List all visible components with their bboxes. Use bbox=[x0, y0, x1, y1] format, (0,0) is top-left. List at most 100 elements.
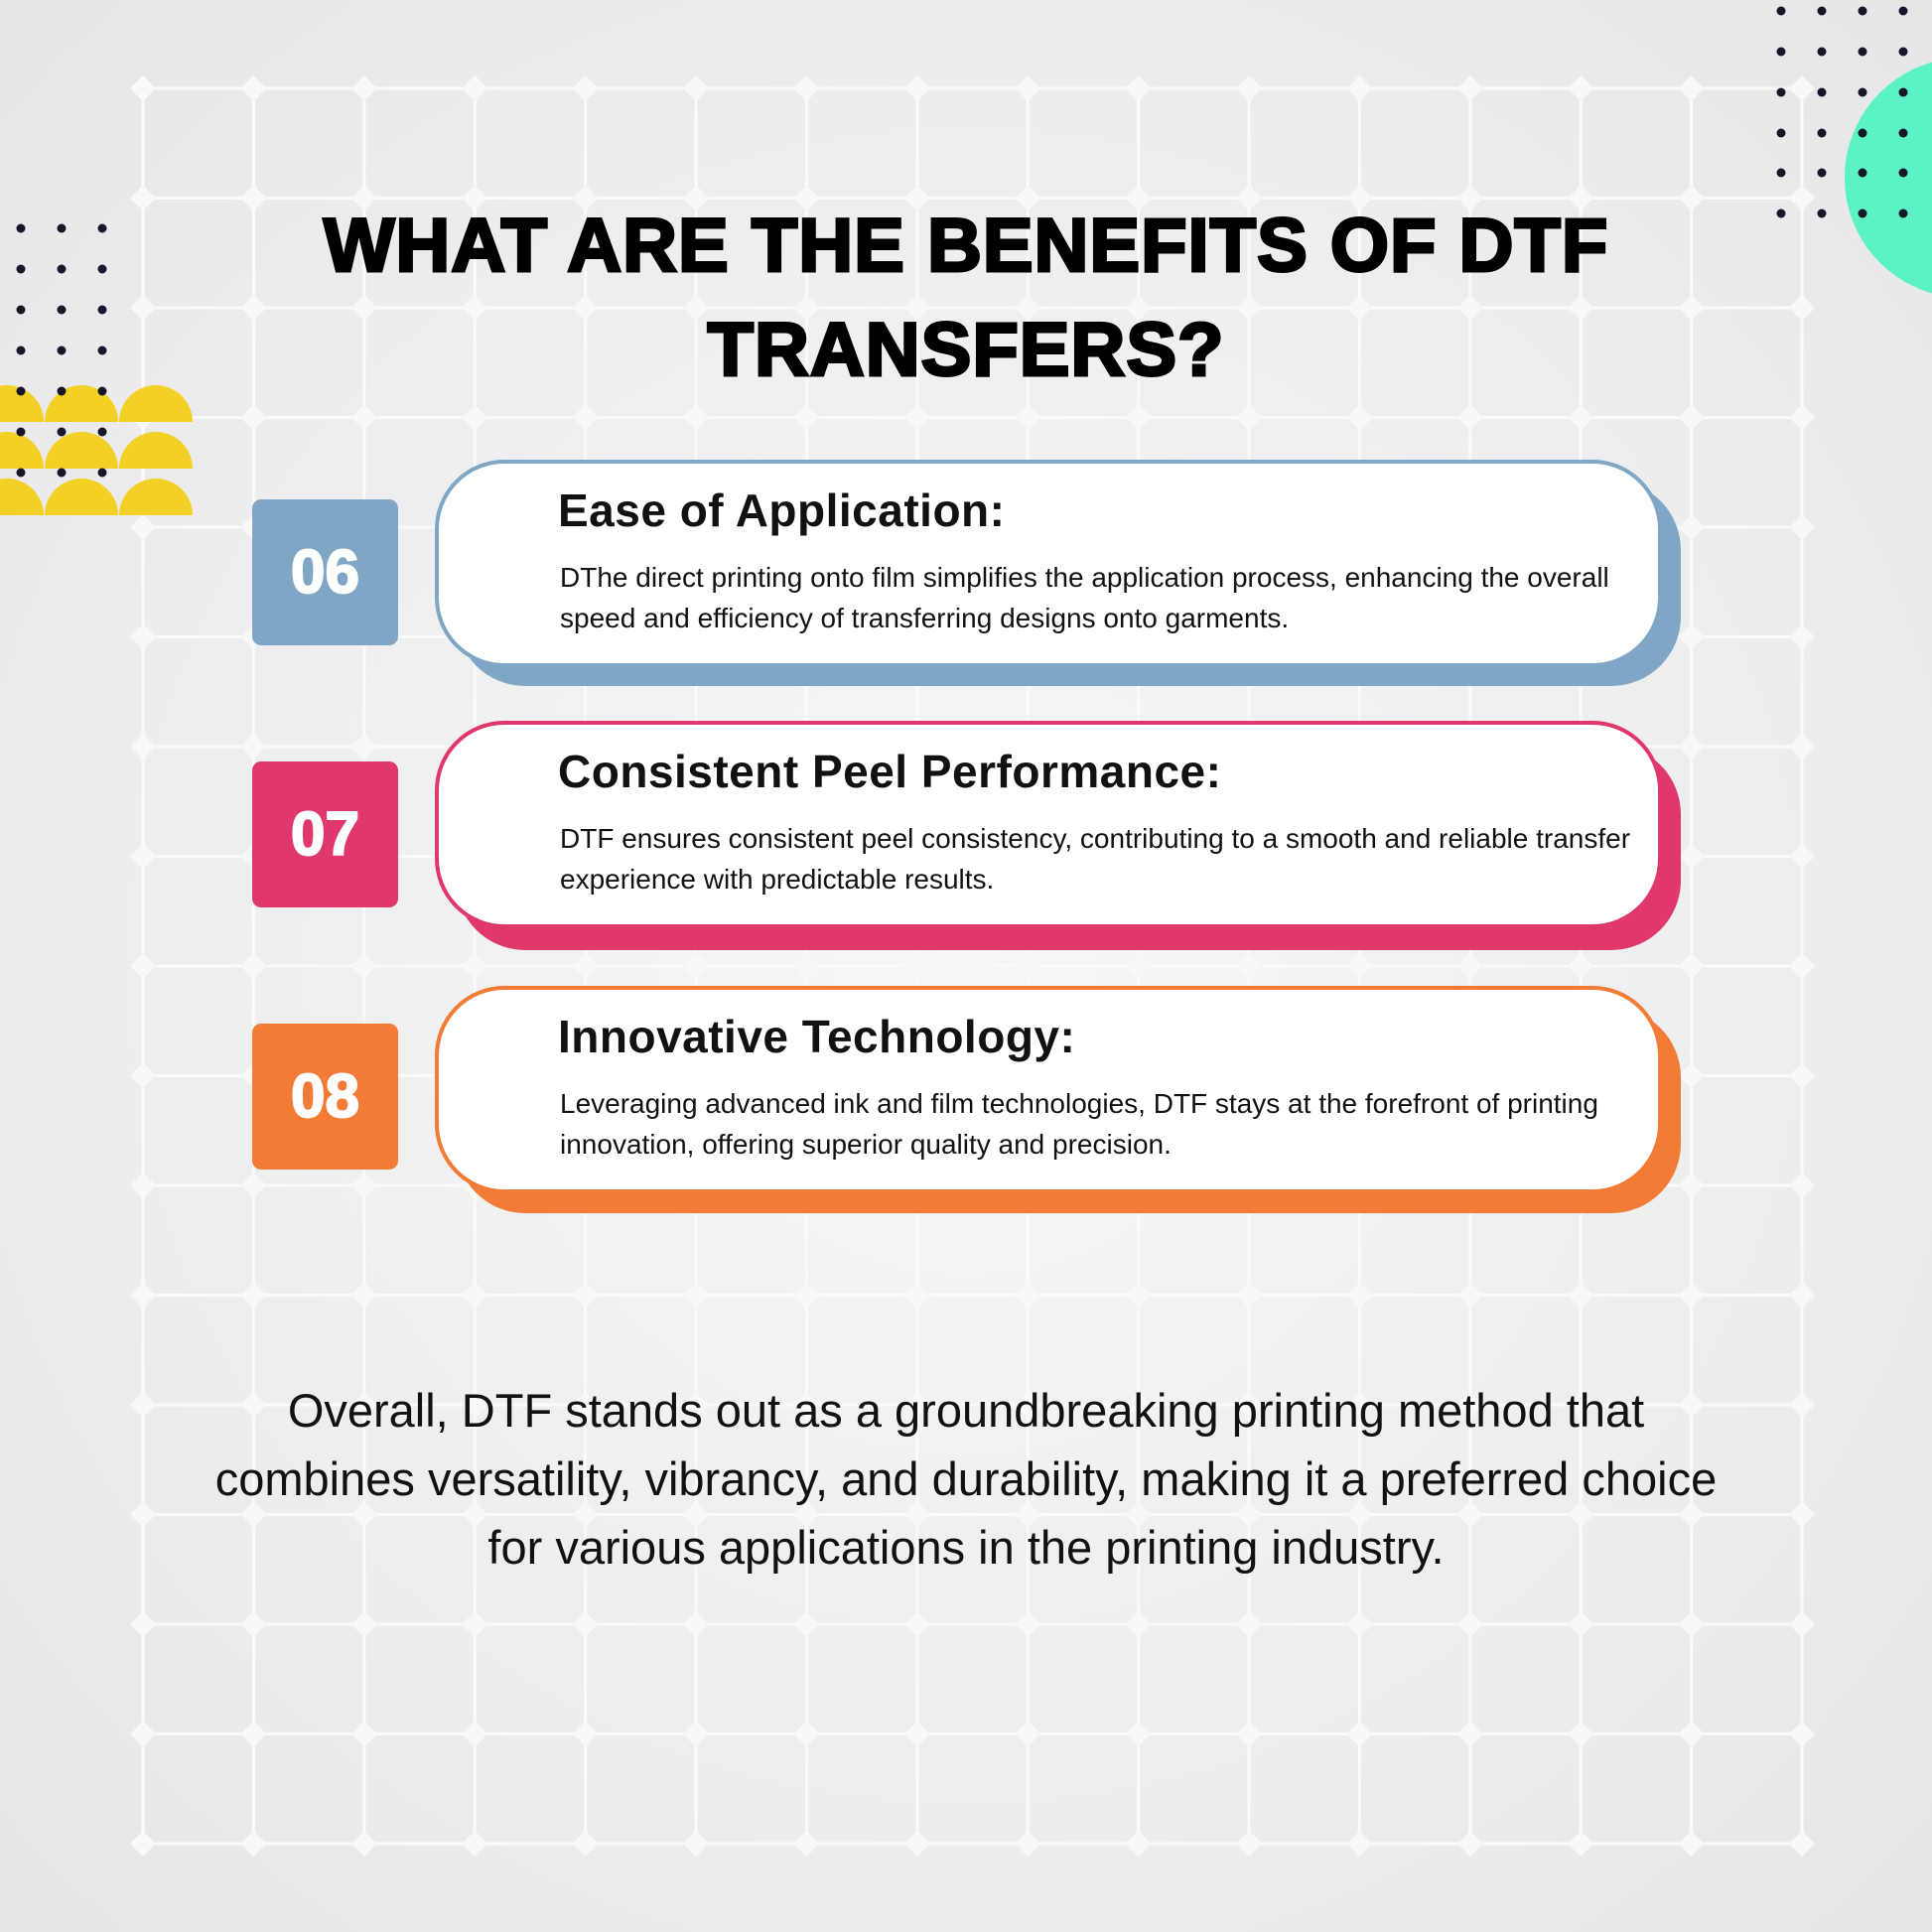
grid-diamond bbox=[1568, 1611, 1594, 1637]
grid-diamond bbox=[1678, 185, 1705, 211]
dot bbox=[1898, 168, 1908, 178]
grid-diamond bbox=[1125, 75, 1152, 101]
grid-diamond bbox=[1346, 1831, 1373, 1857]
benefit-heading: Ease of Application: bbox=[558, 484, 1006, 536]
grid-diamond bbox=[1456, 953, 1483, 979]
dot bbox=[97, 468, 107, 478]
grid-diamond bbox=[130, 514, 156, 540]
grid-diamond bbox=[1678, 843, 1705, 870]
grid-diamond bbox=[462, 75, 488, 101]
number-badge-07: 07 bbox=[252, 761, 398, 907]
grid-diamond bbox=[130, 1831, 156, 1857]
grid-diamond bbox=[1236, 1282, 1262, 1309]
grid-diamond bbox=[793, 185, 820, 211]
benefit-text: DTF ensures consistent peel consistency,… bbox=[560, 823, 1631, 895]
grid-diamond bbox=[1678, 734, 1705, 759]
grid-diamond bbox=[1678, 1831, 1705, 1857]
grid-diamond bbox=[1678, 1392, 1705, 1418]
grid-diamond bbox=[130, 1611, 156, 1637]
grid-diamond bbox=[350, 1831, 377, 1857]
grid-diamond bbox=[1789, 1831, 1815, 1857]
grid-diamond bbox=[130, 1501, 156, 1528]
grid-diamond bbox=[1568, 1501, 1594, 1528]
dot bbox=[1898, 208, 1908, 218]
yellow-semicircle bbox=[0, 432, 44, 469]
grid-diamond bbox=[903, 75, 930, 101]
dot bbox=[97, 345, 107, 355]
grid-diamond bbox=[1678, 295, 1705, 321]
grid-diamond bbox=[462, 1392, 488, 1418]
grid-diamond bbox=[572, 1501, 599, 1528]
grid-diamond bbox=[462, 1831, 488, 1857]
dot bbox=[57, 386, 67, 396]
grid-diamond bbox=[1789, 514, 1815, 540]
title-line-2: TRANSFERS? bbox=[706, 307, 1225, 394]
grid-diamond bbox=[1236, 1501, 1262, 1528]
grid-diamond bbox=[572, 1611, 599, 1637]
dot bbox=[1898, 128, 1908, 138]
grid-diamond bbox=[1568, 1831, 1594, 1857]
dot bbox=[57, 427, 67, 437]
grid-diamond bbox=[462, 1282, 488, 1309]
grid-diamond bbox=[1346, 404, 1373, 431]
grid-diamond bbox=[683, 404, 709, 431]
grid-diamond bbox=[240, 1282, 267, 1309]
grid-diamond bbox=[1236, 1831, 1262, 1857]
dot bbox=[16, 264, 26, 274]
grid-diamond bbox=[350, 953, 377, 979]
grid-diamond bbox=[1015, 185, 1041, 211]
grid-diamond bbox=[1568, 185, 1594, 211]
grid-diamond bbox=[1568, 953, 1594, 979]
grid-diamond bbox=[1568, 75, 1594, 101]
grid-diamond bbox=[1678, 1611, 1705, 1637]
grid-diamond bbox=[240, 295, 267, 321]
grid-diamond bbox=[1125, 1392, 1152, 1418]
grid-diamond bbox=[793, 75, 820, 101]
grid-diamond bbox=[1678, 404, 1705, 431]
grid-diamond bbox=[1568, 1721, 1594, 1747]
grid-diamond bbox=[350, 1282, 377, 1309]
summary-paragraph: Overall, DTF stands out as a groundbreak… bbox=[214, 1384, 1718, 1574]
benefit-text: DThe direct printing onto film simplifie… bbox=[560, 562, 1609, 633]
benefit-heading: Consistent Peel Performance: bbox=[558, 746, 1222, 797]
dot bbox=[1858, 168, 1867, 178]
dot bbox=[97, 305, 107, 315]
grid-diamond bbox=[793, 1611, 820, 1637]
dot bbox=[1776, 47, 1786, 57]
grid-diamond bbox=[350, 1501, 377, 1528]
dot bbox=[57, 223, 67, 233]
grid-diamond bbox=[240, 953, 267, 979]
grid-diamond bbox=[1346, 295, 1373, 321]
benefit-card-consistent-peel: Consistent Peel Performance: DTF ensures… bbox=[435, 721, 1662, 928]
grid-diamond bbox=[130, 953, 156, 979]
grid-diamond bbox=[130, 734, 156, 759]
dot bbox=[57, 345, 67, 355]
grid-diamond bbox=[1456, 1831, 1483, 1857]
grid-diamond bbox=[462, 1721, 488, 1747]
grid-diamond bbox=[1346, 953, 1373, 979]
dot bbox=[16, 223, 26, 233]
grid-diamond bbox=[1568, 1392, 1594, 1418]
grid-diamond bbox=[1789, 734, 1815, 759]
grid-diamond bbox=[903, 1611, 930, 1637]
grid-diamond bbox=[1125, 1721, 1152, 1747]
grid-diamond bbox=[1015, 1831, 1041, 1857]
grid-diamond bbox=[1456, 75, 1483, 101]
grid-diamond bbox=[1456, 1721, 1483, 1747]
yellow-semicircle bbox=[119, 479, 193, 515]
grid-diamond bbox=[462, 185, 488, 211]
teal-circle bbox=[1845, 62, 1932, 294]
grid-diamond bbox=[130, 1392, 156, 1418]
grid-diamond bbox=[1568, 295, 1594, 321]
grid-diamond bbox=[1125, 1611, 1152, 1637]
dot bbox=[1858, 47, 1867, 57]
grid-diamond bbox=[350, 1173, 377, 1198]
grid-diamond bbox=[350, 404, 377, 431]
number-badge-08: 08 bbox=[252, 1024, 398, 1170]
grid-diamond bbox=[1789, 1173, 1815, 1198]
grid-diamond bbox=[1236, 1611, 1262, 1637]
grid-diamond bbox=[683, 295, 709, 321]
dot bbox=[1817, 168, 1827, 178]
dot bbox=[16, 386, 26, 396]
grid-diamond bbox=[683, 1501, 709, 1528]
